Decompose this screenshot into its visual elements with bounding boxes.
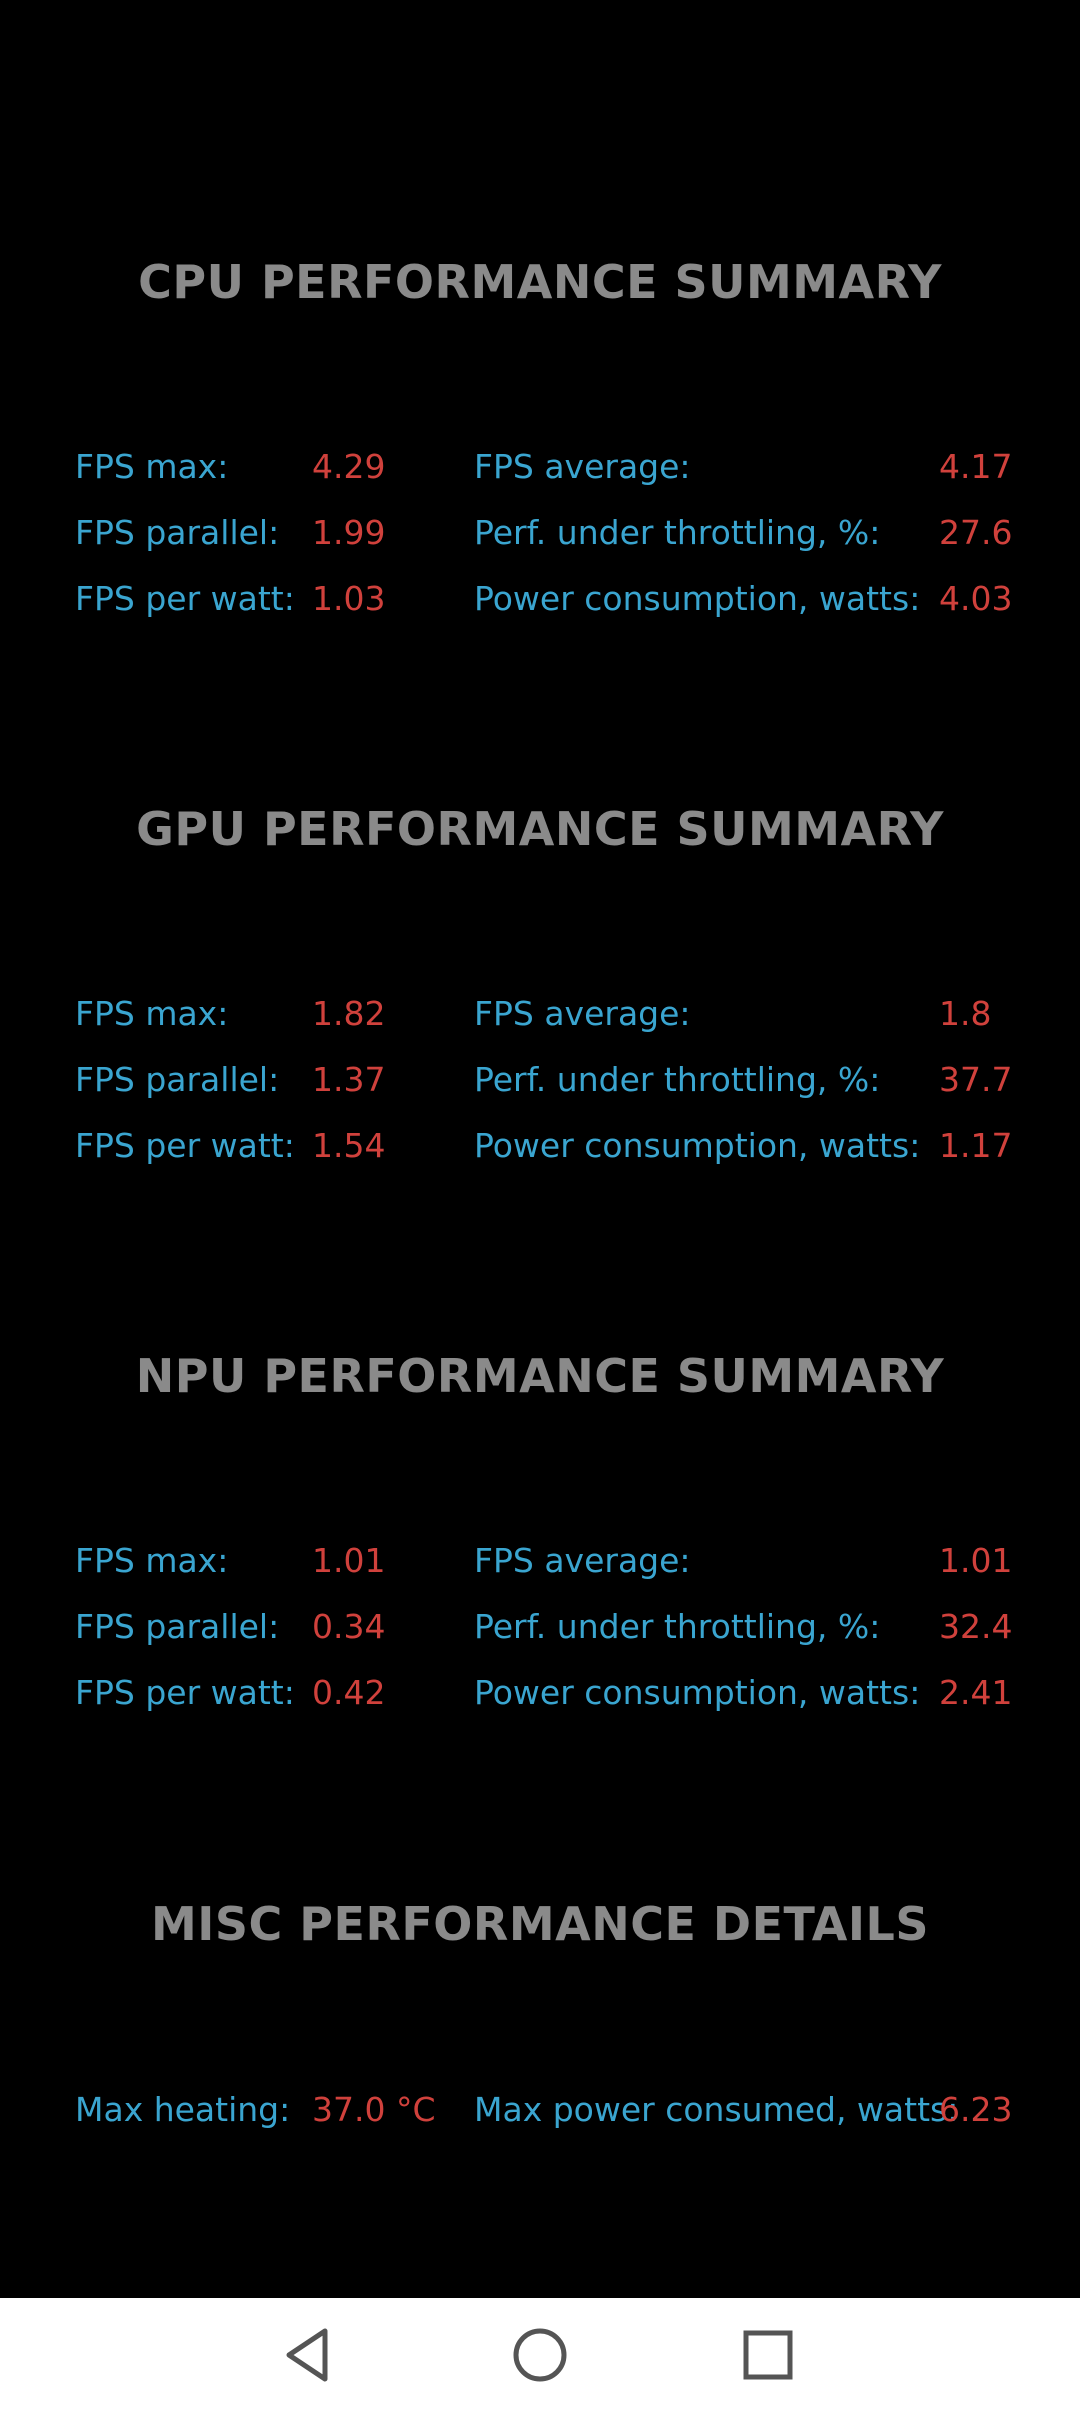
gpu-section-title: GPU PERFORMANCE SUMMARY [136, 802, 944, 856]
npu-throttling-label: Perf. under throttling, %: [474, 1607, 881, 1646]
npu-power-value: 2.41 [939, 1673, 1013, 1712]
npu-fps-parallel-value: 0.34 [312, 1607, 386, 1646]
npu-throttling-value: 32.4 [939, 1607, 1013, 1646]
gpu-fps-per-watt-label: FPS per watt: [75, 1126, 295, 1165]
max-power-value: 6.23 [939, 2090, 1013, 2129]
gpu-fps-average-label: FPS average: [474, 994, 691, 1033]
gpu-throttling-value: 37.7 [939, 1060, 1013, 1099]
max-power-label: Max power consumed, watts: [474, 2090, 959, 2129]
npu-fps-parallel-label: FPS parallel: [75, 1607, 280, 1646]
recents-icon [743, 2330, 793, 2380]
cpu-throttling-label: Perf. under throttling, %: [474, 513, 881, 552]
cpu-fps-max-label: FPS max: [75, 447, 229, 486]
npu-fps-max-value: 1.01 [312, 1541, 386, 1580]
npu-fps-max-label: FPS max: [75, 1541, 229, 1580]
cpu-section-title: CPU PERFORMANCE SUMMARY [138, 255, 942, 309]
max-heating-label: Max heating: [75, 2090, 291, 2129]
cpu-throttling-value: 27.6 [939, 513, 1013, 552]
npu-fps-per-watt-label: FPS per watt: [75, 1673, 295, 1712]
gpu-power-value: 1.17 [939, 1126, 1013, 1165]
gpu-fps-parallel-label: FPS parallel: [75, 1060, 280, 1099]
gpu-fps-max-label: FPS max: [75, 994, 229, 1033]
gpu-fps-max-value: 1.82 [312, 994, 386, 1033]
gpu-power-label: Power consumption, watts: [474, 1126, 921, 1165]
home-button[interactable] [507, 2322, 573, 2388]
npu-power-label: Power consumption, watts: [474, 1673, 921, 1712]
npu-fps-average-label: FPS average: [474, 1541, 691, 1580]
gpu-fps-average-value: 1.8 [939, 994, 992, 1033]
cpu-fps-parallel-label: FPS parallel: [75, 513, 280, 552]
cpu-fps-max-value: 4.29 [312, 447, 386, 486]
gpu-fps-per-watt-value: 1.54 [312, 1126, 386, 1165]
cpu-fps-parallel-value: 1.99 [312, 513, 386, 552]
back-icon [286, 2328, 328, 2382]
gpu-throttling-label: Perf. under throttling, %: [474, 1060, 881, 1099]
npu-section-title: NPU PERFORMANCE SUMMARY [135, 1349, 945, 1403]
max-heating-value: 37.0 °C [312, 2090, 436, 2129]
home-icon [513, 2328, 567, 2382]
cpu-fps-average-value: 4.17 [939, 447, 1013, 486]
npu-fps-average-value: 1.01 [939, 1541, 1013, 1580]
cpu-power-label: Power consumption, watts: [474, 579, 921, 618]
npu-fps-per-watt-value: 0.42 [312, 1673, 386, 1712]
cpu-power-value: 4.03 [939, 579, 1013, 618]
recents-button[interactable] [735, 2322, 801, 2388]
cpu-fps-average-label: FPS average: [474, 447, 691, 486]
navigation-bar [0, 2298, 1080, 2412]
cpu-fps-per-watt-value: 1.03 [312, 579, 386, 618]
misc-section-title: MISC PERFORMANCE DETAILS [151, 1897, 929, 1951]
gpu-fps-parallel-value: 1.37 [312, 1060, 386, 1099]
back-button[interactable] [276, 2322, 342, 2388]
cpu-fps-per-watt-label: FPS per watt: [75, 579, 295, 618]
